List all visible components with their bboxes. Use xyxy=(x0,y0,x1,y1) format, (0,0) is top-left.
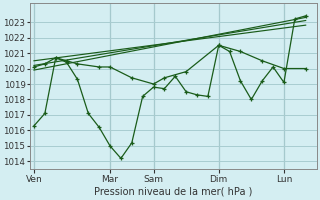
X-axis label: Pression niveau de la mer( hPa ): Pression niveau de la mer( hPa ) xyxy=(94,187,252,197)
